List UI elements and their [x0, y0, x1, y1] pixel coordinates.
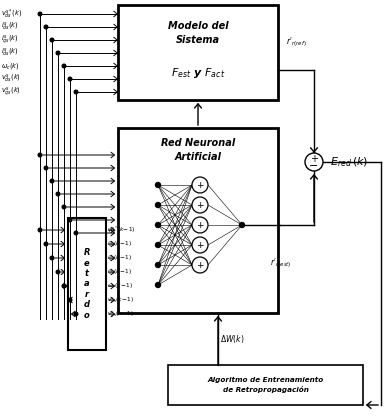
- Circle shape: [38, 12, 42, 16]
- Text: Red Neuronal
Artificial: Red Neuronal Artificial: [161, 138, 235, 162]
- Circle shape: [50, 179, 54, 183]
- Text: $i_{ds}^{s}(k)$: $i_{ds}^{s}(k)$: [1, 21, 19, 33]
- Circle shape: [192, 217, 208, 233]
- Circle shape: [68, 218, 72, 222]
- Circle shape: [62, 284, 66, 288]
- Circle shape: [156, 183, 161, 188]
- Circle shape: [56, 270, 60, 274]
- Text: +: +: [196, 201, 204, 209]
- Text: $i_{ds}^{s}(k\!-\!1)$: $i_{ds}^{s}(k\!-\!1)$: [107, 239, 132, 249]
- Circle shape: [50, 256, 54, 260]
- Circle shape: [44, 242, 48, 246]
- Text: $r'_{r(est)}$: $r'_{r(est)}$: [270, 256, 292, 270]
- Circle shape: [38, 228, 42, 232]
- Circle shape: [68, 298, 72, 302]
- Circle shape: [192, 197, 208, 213]
- Circle shape: [156, 203, 161, 208]
- Circle shape: [38, 153, 42, 157]
- Text: $v_{qs}^{s}(k)$: $v_{qs}^{s}(k)$: [1, 85, 21, 99]
- Text: $E_{red}\,(k)$: $E_{red}\,(k)$: [330, 155, 368, 169]
- Circle shape: [74, 231, 78, 235]
- Circle shape: [56, 192, 60, 196]
- Circle shape: [192, 237, 208, 253]
- Circle shape: [74, 90, 78, 94]
- Text: −: −: [309, 161, 319, 171]
- Text: $i_{ds}^{s}(k\!-\!1)$: $i_{ds}^{s}(k\!-\!1)$: [107, 267, 132, 277]
- Circle shape: [44, 25, 48, 29]
- Text: $\psi_{dr}^{s*}(k\!-\!1)$: $\psi_{dr}^{s*}(k\!-\!1)$: [107, 225, 136, 236]
- Text: $\omega_c(k\!-\!1)$: $\omega_c(k\!-\!1)$: [107, 281, 133, 291]
- Circle shape: [305, 153, 323, 171]
- Text: $r'_{r(ref)}$: $r'_{r(ref)}$: [286, 35, 307, 49]
- Circle shape: [62, 64, 66, 68]
- Circle shape: [56, 51, 60, 55]
- Text: R
e
t
a
r
d
o: R e t a r d o: [84, 248, 90, 320]
- Text: +: +: [196, 261, 204, 269]
- Text: $i_{qs}^{s}(k\!-\!1)$: $i_{qs}^{s}(k\!-\!1)$: [107, 253, 132, 264]
- Circle shape: [68, 77, 72, 81]
- Circle shape: [44, 166, 48, 170]
- Text: $\Delta W(k)$: $\Delta W(k)$: [220, 333, 245, 345]
- Text: Modelo del
Sistema: Modelo del Sistema: [168, 21, 228, 45]
- Circle shape: [240, 223, 245, 228]
- Circle shape: [156, 243, 161, 248]
- Circle shape: [156, 223, 161, 228]
- Circle shape: [156, 282, 161, 287]
- Text: $F_{est}$ y $F_{act}$: $F_{est}$ y $F_{act}$: [171, 66, 225, 80]
- Bar: [68, 218, 106, 350]
- Text: +: +: [310, 153, 318, 163]
- Text: $i_{qs}^{s}(k)$: $i_{qs}^{s}(k)$: [1, 33, 19, 47]
- Text: $\omega_c(k)$: $\omega_c(k)$: [1, 61, 20, 71]
- Text: $v_{qs}^{s}(k\!-\!1)$: $v_{qs}^{s}(k\!-\!1)$: [107, 309, 134, 319]
- Circle shape: [62, 205, 66, 209]
- Bar: [118, 5, 278, 100]
- Circle shape: [192, 257, 208, 273]
- Text: $v_{ds}^{s}(k)$: $v_{ds}^{s}(k)$: [1, 73, 21, 85]
- Text: $i_{ds}^{s}(k)$: $i_{ds}^{s}(k)$: [1, 47, 19, 59]
- Bar: [168, 365, 363, 405]
- Circle shape: [74, 312, 78, 316]
- Text: Algoritmo de Entrenamiento
de Retropropagación: Algoritmo de Entrenamiento de Retropropa…: [207, 377, 324, 393]
- Text: +: +: [196, 181, 204, 189]
- Bar: [118, 128, 278, 313]
- Circle shape: [192, 177, 208, 193]
- Text: +: +: [196, 221, 204, 229]
- Text: $v_{ds}^{s*}(k)$: $v_{ds}^{s*}(k)$: [1, 8, 23, 21]
- Text: $v_{ds}^{s}(k\!-\!1)$: $v_{ds}^{s}(k\!-\!1)$: [107, 295, 134, 305]
- Circle shape: [156, 262, 161, 267]
- Circle shape: [50, 38, 54, 42]
- Text: +: +: [196, 241, 204, 249]
